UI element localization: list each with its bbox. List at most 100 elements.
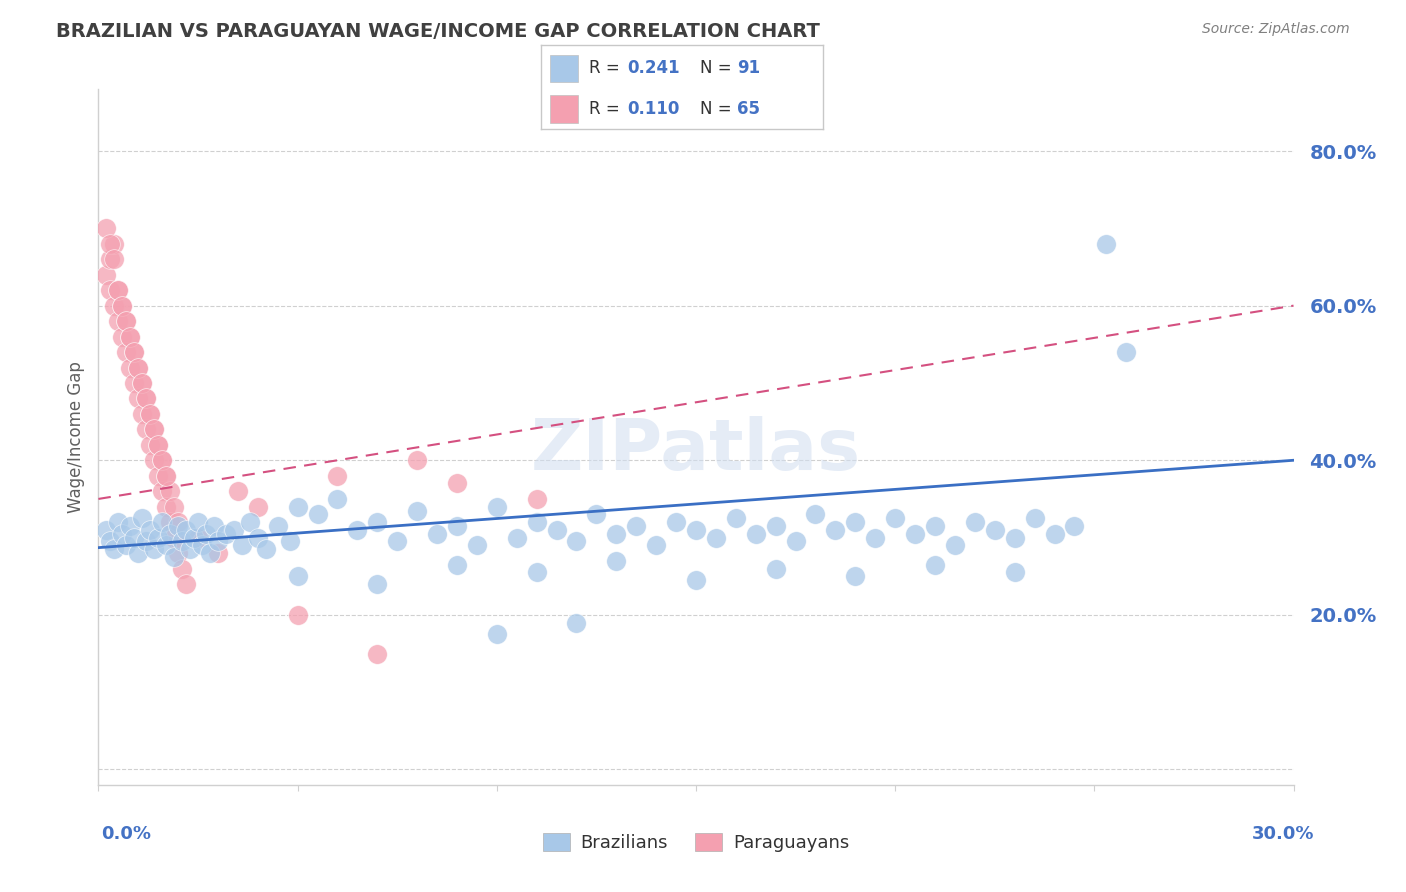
Point: [172, 561, 194, 575]
Point: [124, 376, 146, 390]
Point: [124, 531, 146, 545]
Point: [485, 500, 508, 514]
Point: [605, 554, 627, 568]
Point: [148, 468, 170, 483]
Point: [139, 407, 162, 421]
Point: [406, 503, 429, 517]
Text: 0.110: 0.110: [627, 100, 679, 118]
Point: [163, 531, 186, 545]
Text: N =: N =: [700, 100, 737, 118]
Point: [150, 453, 173, 467]
Point: [366, 515, 388, 529]
Point: [150, 515, 173, 529]
Point: [135, 422, 157, 436]
Point: [124, 345, 146, 359]
Point: [124, 345, 146, 359]
Point: [120, 329, 142, 343]
Point: [159, 515, 181, 529]
Text: 0.0%: 0.0%: [101, 825, 152, 843]
Point: [103, 542, 125, 557]
Point: [844, 515, 866, 529]
Point: [187, 531, 209, 545]
Point: [287, 500, 309, 514]
Point: [131, 407, 153, 421]
Point: [278, 534, 301, 549]
Point: [167, 515, 190, 529]
Point: [143, 453, 166, 467]
Point: [645, 538, 668, 552]
Point: [107, 283, 129, 297]
Point: [139, 438, 162, 452]
Point: [187, 515, 209, 529]
Point: [143, 422, 166, 436]
Point: [704, 531, 727, 545]
Point: [307, 508, 329, 522]
Point: [943, 538, 966, 552]
Point: [1004, 566, 1026, 580]
Point: [103, 299, 125, 313]
Text: R =: R =: [589, 60, 626, 78]
Point: [148, 531, 170, 545]
Point: [107, 515, 129, 529]
Point: [155, 538, 177, 552]
Point: [963, 515, 986, 529]
Point: [824, 523, 846, 537]
Text: 65: 65: [737, 100, 759, 118]
Point: [207, 534, 229, 549]
Point: [326, 491, 349, 506]
Point: [1024, 511, 1046, 525]
Point: [585, 508, 607, 522]
Point: [526, 491, 548, 506]
Point: [526, 566, 548, 580]
Point: [222, 523, 245, 537]
Point: [135, 534, 157, 549]
Point: [254, 542, 277, 557]
Point: [924, 519, 946, 533]
Point: [96, 221, 118, 235]
Point: [115, 538, 138, 552]
Text: Source: ZipAtlas.com: Source: ZipAtlas.com: [1202, 22, 1350, 37]
Point: [195, 526, 218, 541]
Point: [150, 453, 173, 467]
Point: [98, 236, 122, 251]
Point: [765, 561, 787, 575]
Point: [111, 299, 134, 313]
Point: [96, 268, 118, 282]
Point: [155, 500, 177, 514]
Point: [366, 647, 388, 661]
Point: [385, 534, 409, 549]
Point: [135, 392, 157, 406]
Point: [465, 538, 488, 552]
Point: [884, 511, 907, 525]
Point: [155, 468, 177, 483]
Point: [346, 523, 368, 537]
Point: [96, 523, 118, 537]
Point: [131, 376, 153, 390]
Point: [506, 531, 529, 545]
Point: [207, 546, 229, 560]
Point: [765, 519, 787, 533]
Point: [155, 468, 177, 483]
Point: [98, 283, 122, 297]
Point: [565, 615, 588, 630]
Point: [135, 392, 157, 406]
Y-axis label: Wage/Income Gap: Wage/Income Gap: [66, 361, 84, 513]
Point: [139, 523, 162, 537]
Point: [1115, 345, 1137, 359]
Point: [287, 569, 309, 583]
Point: [167, 519, 190, 533]
Point: [267, 519, 290, 533]
Point: [131, 376, 153, 390]
Point: [406, 453, 429, 467]
Point: [785, 534, 807, 549]
Point: [1043, 526, 1066, 541]
Point: [485, 627, 508, 641]
Point: [326, 468, 349, 483]
Point: [120, 519, 142, 533]
Point: [103, 252, 125, 267]
Point: [174, 577, 197, 591]
Point: [924, 558, 946, 572]
Point: [605, 526, 627, 541]
Point: [231, 538, 253, 552]
Point: [150, 484, 173, 499]
